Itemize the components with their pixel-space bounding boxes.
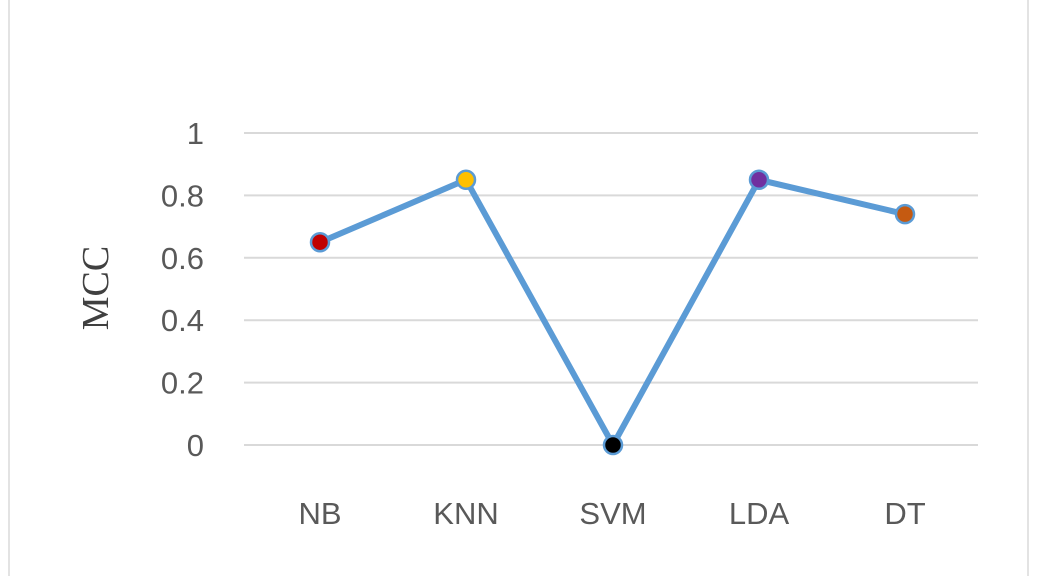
gridlines xyxy=(244,132,978,446)
x-tick-label: NB xyxy=(298,496,341,531)
data-point-knn xyxy=(455,169,477,191)
data-point-nb xyxy=(309,231,331,253)
y-tick-label: 1 xyxy=(187,116,204,151)
data-point-svm xyxy=(602,434,624,456)
frame-left-border xyxy=(8,0,10,576)
frame-right-border xyxy=(1027,0,1029,576)
x-tick-labels: NB KNN SVM LDA DT xyxy=(298,496,925,531)
x-tick-label: KNN xyxy=(433,496,498,531)
y-tick-label: 0 xyxy=(187,428,204,463)
y-tick-label: 0.8 xyxy=(161,178,204,213)
data-point-lda xyxy=(748,169,770,191)
series-line xyxy=(317,176,908,448)
x-tick-label: DT xyxy=(884,496,925,531)
y-tick-labels: 0 0.2 0.4 0.6 0.8 1 xyxy=(161,116,204,463)
y-axis-label: MCC xyxy=(75,246,117,330)
y-tick-label: 0.6 xyxy=(161,241,204,276)
data-point-dt xyxy=(894,203,916,225)
series-markers xyxy=(309,169,916,456)
x-tick-label: LDA xyxy=(729,496,790,531)
y-tick-label: 0.4 xyxy=(161,303,204,338)
x-tick-label: SVM xyxy=(579,496,646,531)
y-tick-label: 0.2 xyxy=(161,366,204,401)
